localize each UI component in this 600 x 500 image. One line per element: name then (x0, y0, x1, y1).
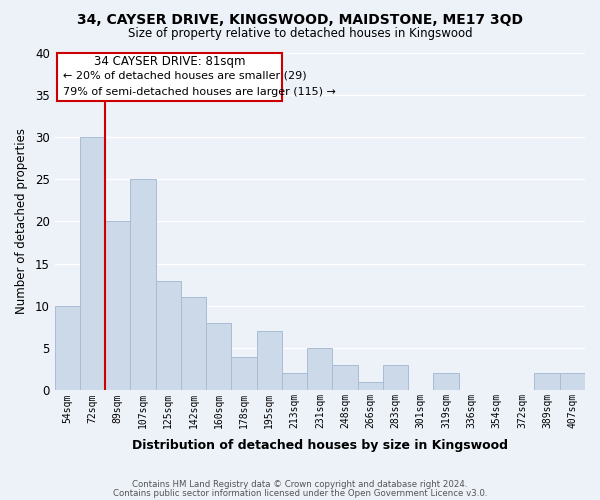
Bar (560, 374, 585, 390)
Bar (55, 306, 80, 390)
Bar (358, 382, 383, 390)
Bar (257, 331, 282, 390)
Bar (535, 374, 560, 390)
Bar (307, 348, 332, 391)
Bar (155, 280, 181, 390)
Bar (130, 179, 155, 390)
Bar (181, 298, 206, 390)
Bar (232, 356, 257, 390)
FancyBboxPatch shape (57, 52, 282, 100)
Text: 34, CAYSER DRIVE, KINGSWOOD, MAIDSTONE, ME17 3QD: 34, CAYSER DRIVE, KINGSWOOD, MAIDSTONE, … (77, 12, 523, 26)
Bar (433, 374, 459, 390)
Text: Size of property relative to detached houses in Kingswood: Size of property relative to detached ho… (128, 28, 472, 40)
Bar (80, 137, 105, 390)
Y-axis label: Number of detached properties: Number of detached properties (15, 128, 28, 314)
Text: Contains public sector information licensed under the Open Government Licence v3: Contains public sector information licen… (113, 489, 487, 498)
Bar (206, 323, 232, 390)
Bar (282, 374, 307, 390)
Bar (332, 365, 358, 390)
Text: 34 CAYSER DRIVE: 81sqm: 34 CAYSER DRIVE: 81sqm (94, 54, 245, 68)
X-axis label: Distribution of detached houses by size in Kingswood: Distribution of detached houses by size … (132, 440, 508, 452)
Text: 79% of semi-detached houses are larger (115) →: 79% of semi-detached houses are larger (… (62, 87, 335, 97)
Text: Contains HM Land Registry data © Crown copyright and database right 2024.: Contains HM Land Registry data © Crown c… (132, 480, 468, 489)
Text: ← 20% of detached houses are smaller (29): ← 20% of detached houses are smaller (29… (62, 70, 306, 81)
Bar (105, 222, 130, 390)
Bar (383, 365, 408, 390)
